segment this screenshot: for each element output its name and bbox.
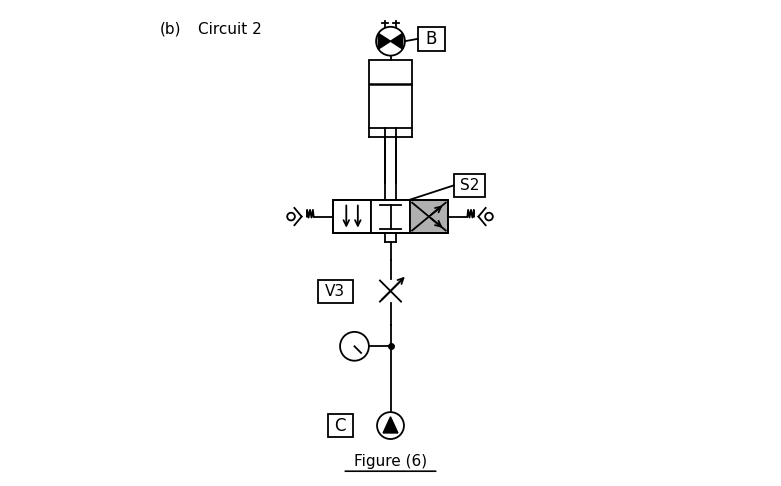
Text: B: B — [426, 30, 437, 48]
Text: C: C — [334, 417, 346, 434]
Bar — [371, 200, 410, 233]
Bar — [455, 174, 485, 197]
Bar — [333, 200, 448, 233]
Text: S2: S2 — [460, 178, 480, 193]
Bar — [327, 414, 352, 437]
Bar — [369, 60, 412, 128]
Text: V3: V3 — [325, 283, 345, 298]
Text: Circuit 2: Circuit 2 — [198, 22, 262, 37]
Text: (b): (b) — [160, 22, 181, 37]
Polygon shape — [378, 33, 390, 49]
Circle shape — [485, 213, 493, 221]
Text: Figure (6): Figure (6) — [354, 454, 427, 469]
Bar — [410, 200, 448, 233]
Circle shape — [340, 332, 369, 361]
Bar — [318, 279, 352, 303]
Bar — [333, 200, 371, 233]
Bar — [418, 27, 444, 51]
Polygon shape — [383, 417, 398, 433]
Circle shape — [376, 27, 405, 55]
Circle shape — [287, 213, 295, 221]
Polygon shape — [390, 33, 403, 49]
Circle shape — [377, 412, 404, 439]
